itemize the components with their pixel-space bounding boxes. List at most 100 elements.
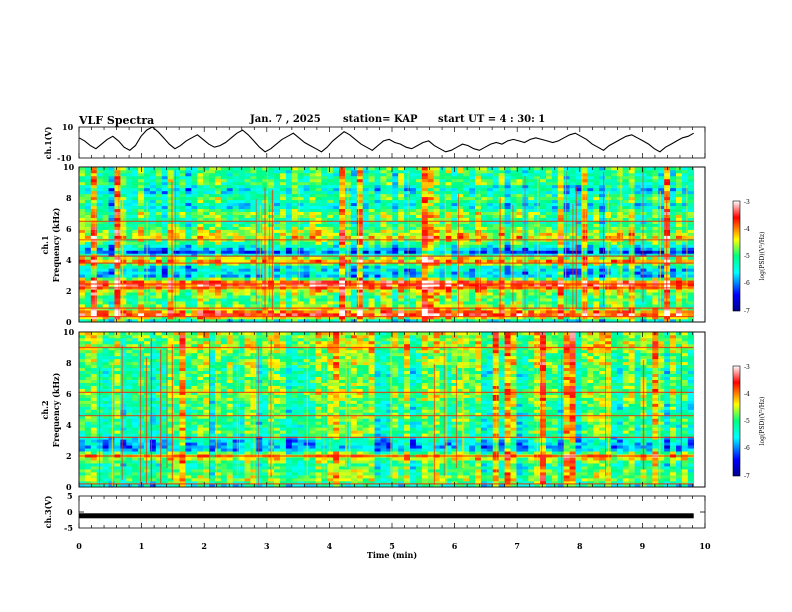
ch1-spectrogram-cell bbox=[551, 241, 559, 245]
ch1-spectrogram-cell bbox=[492, 217, 499, 221]
ch1-spectrogram-cell bbox=[350, 208, 358, 213]
ch1-spectrogram-cell bbox=[427, 199, 434, 204]
ch1-spectrogram-cell bbox=[681, 247, 689, 251]
ch1-spectrogram-cell bbox=[445, 289, 452, 293]
ch1-spectrogram-cell bbox=[652, 196, 659, 201]
ch1-spectrogram-cell bbox=[581, 298, 588, 302]
ch1-spectrogram-cell bbox=[362, 199, 369, 204]
ch1-spectrogram-cell bbox=[90, 307, 98, 311]
ch1-spectrogram-cell bbox=[410, 232, 417, 236]
ch1-waveform-ylabel: ch.1(V) bbox=[43, 126, 53, 159]
ch1-spectrogram-cell bbox=[593, 202, 600, 207]
ch1-spectrogram-cell bbox=[433, 247, 440, 251]
ch1-spectrogram-cell bbox=[433, 313, 440, 317]
ch1-spectrogram-cell bbox=[291, 253, 298, 257]
ch1-spectrogram-cell bbox=[498, 283, 505, 287]
ch1-spectrogram-cell bbox=[516, 250, 523, 254]
ch1-spectrogram-cell bbox=[427, 295, 434, 299]
ch1-spectrogram-cell bbox=[421, 292, 429, 296]
ch1-spectrogram-cell bbox=[575, 244, 582, 248]
ch1-spectrogram-cell bbox=[203, 271, 210, 275]
ch1-spectrogram-cell bbox=[670, 193, 677, 198]
ch1-spectrogram-cell bbox=[457, 262, 464, 266]
ch1-spectrogram-cell bbox=[664, 268, 671, 272]
ch1-spectrogram-cell bbox=[587, 265, 594, 269]
ch1-spectrogram-cell bbox=[516, 205, 523, 210]
ch1-spectrogram-cell bbox=[433, 262, 440, 266]
ch1-spectrogram-cell bbox=[676, 316, 683, 320]
ch1-spectrogram-cell bbox=[534, 250, 541, 254]
ch1-spectrogram-cell bbox=[90, 262, 98, 266]
ch1-spectrogram-cell bbox=[475, 250, 482, 254]
ch1-spectrogram-cell bbox=[120, 283, 127, 287]
ch1-spectrogram-cell bbox=[114, 190, 121, 195]
ch1-spectrogram-cell bbox=[427, 229, 434, 233]
ch1-spectrogram-cell bbox=[687, 226, 695, 230]
ch1-spectrogram-cell bbox=[232, 277, 239, 281]
ch1-spectrogram-cell bbox=[191, 217, 198, 221]
ch1-spectrogram-cell bbox=[522, 250, 529, 254]
ch1-spectrogram-cell bbox=[670, 235, 677, 239]
ch1-spectrogram-cell bbox=[90, 256, 98, 260]
ch1-spectrogram-cell bbox=[226, 211, 233, 215]
ch1-spectrogram-cell bbox=[90, 295, 98, 299]
ch1-spectrogram-cell bbox=[628, 319, 635, 323]
ch1-spectrogram-cell bbox=[534, 184, 541, 189]
ch1-spectrogram-cell bbox=[102, 193, 109, 198]
ch1-spectrogram-cell bbox=[457, 313, 464, 317]
ch1-spectrogram-cell bbox=[392, 241, 399, 245]
ch1-spectrogram-cell bbox=[250, 313, 257, 317]
ch1-spectrogram-cell bbox=[114, 229, 121, 233]
ch1-spectrogram-cell bbox=[114, 271, 121, 275]
ch1-spectrogram-cell bbox=[640, 283, 647, 287]
ch1-spectrogram-cell bbox=[587, 289, 594, 293]
ch1-spectrogram-cell bbox=[551, 202, 559, 207]
ch1-spectrogram-cell bbox=[291, 211, 298, 215]
ch1-spectrogram-cell bbox=[250, 184, 257, 189]
ch1-spectrogram-cell bbox=[451, 181, 458, 186]
ch1-spectrogram-cell bbox=[327, 316, 334, 320]
ch1-spectrogram-cell bbox=[475, 253, 482, 257]
ch1-spectrogram-cell bbox=[333, 310, 340, 314]
ch1-spectrogram-cell bbox=[670, 268, 677, 272]
ch1-spectrogram-cell bbox=[220, 181, 228, 186]
ch1-spectrogram-cell bbox=[599, 214, 606, 218]
ch1-spectrogram-cell bbox=[173, 280, 180, 284]
ch1-spectrogram-cell bbox=[191, 277, 198, 281]
ch1-spectrogram-cell bbox=[79, 184, 86, 189]
ch1-spectrogram-cell bbox=[457, 181, 464, 186]
ch1-spectrogram-cell bbox=[634, 223, 641, 227]
ch1-spectrogram-cell bbox=[203, 253, 210, 257]
ch1-spectrogram-cell bbox=[185, 310, 192, 314]
ch1-spectrogram-cell bbox=[439, 313, 446, 317]
ch1-spectrogram-cell bbox=[333, 298, 340, 302]
ch1-spectrogram-cell bbox=[540, 214, 547, 218]
ch1-spectrogram-cell bbox=[676, 259, 683, 263]
ch1-spectrogram-cell bbox=[480, 214, 488, 218]
ch1-spectrogram-cell bbox=[534, 211, 541, 215]
ch1-spectrogram-cell bbox=[84, 283, 92, 287]
ch1-spectrogram-cell bbox=[581, 241, 588, 245]
ch1-spectrogram-cell bbox=[658, 250, 665, 254]
ch1-spectrogram-cell bbox=[333, 244, 340, 248]
ch1-spectrogram-cell bbox=[457, 271, 464, 275]
ch1-spectrogram-cell bbox=[469, 211, 476, 215]
ch1-spectrogram-cell bbox=[256, 232, 263, 236]
ch1-spectrogram-cell bbox=[185, 280, 192, 284]
ch1-spectrogram-cell bbox=[670, 211, 677, 215]
ch1-spectrogram-cell bbox=[327, 235, 334, 239]
ch1-spectrogram-cell bbox=[410, 283, 417, 287]
ch1-spectrogram-cell bbox=[540, 316, 547, 320]
ch1-spectrogram-cell bbox=[404, 298, 411, 302]
ch1-spectrogram-cell bbox=[161, 196, 168, 201]
ch1-spectrogram-cell bbox=[350, 202, 358, 207]
ch1-spectrogram-cell bbox=[528, 256, 535, 260]
ch1-spectrogram-cell bbox=[327, 253, 334, 257]
ch1-spectrogram-cell bbox=[410, 202, 417, 207]
ch1-spectrogram-cell bbox=[374, 223, 381, 227]
ch1-spectrogram-cell bbox=[96, 307, 103, 311]
ch1-spectrogram-cell bbox=[114, 199, 121, 204]
ch1-spectrogram-cell bbox=[327, 241, 334, 245]
ch1-spectrogram-cell bbox=[368, 298, 375, 302]
ch1-spectrogram-cell bbox=[356, 295, 364, 299]
